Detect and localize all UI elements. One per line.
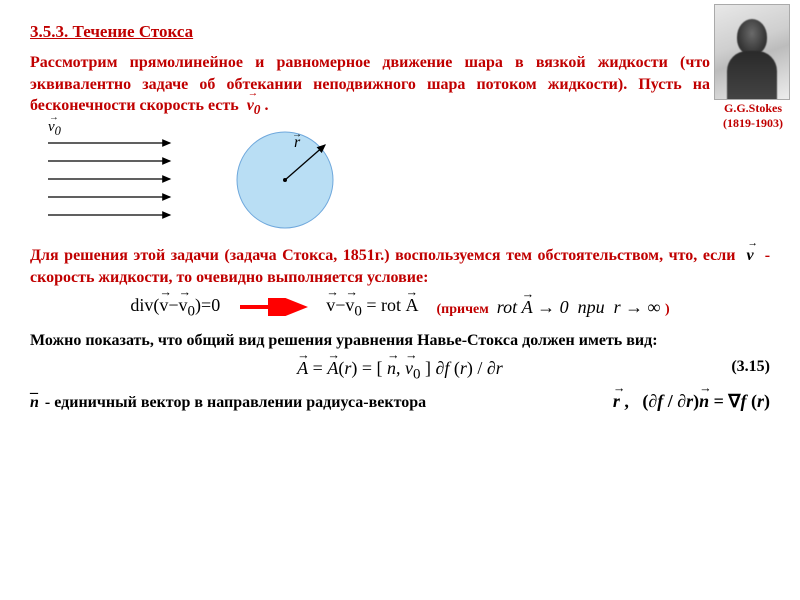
flow-diagram: v0 r →	[30, 125, 770, 235]
aside-prefix: (причем	[437, 302, 489, 317]
intro-text: Рассмотрим прямолинейное и равномерное д…	[30, 54, 710, 114]
n-unit-vector: n	[30, 392, 39, 414]
stokes-portrait: G.G.Stokes (1819-1903)	[714, 4, 792, 130]
eq1-left: div(v−v0)=0	[130, 295, 220, 321]
intro-trailer: .	[264, 97, 268, 114]
eq1-right: v−v0 = rot A	[326, 295, 418, 321]
aside: (причем rot A → 0 при r → ∞ )	[437, 297, 670, 318]
implies-arrow	[238, 298, 308, 316]
v0-symbol: v0	[247, 95, 261, 119]
para4-text: - единичный вектор в направлении радиуса…	[45, 392, 426, 414]
paragraph-2: Для решения этой задачи (задача Стокса, …	[30, 245, 770, 288]
equation-3: r , (∂f / ∂r)n = ∇f (r)	[613, 389, 770, 413]
aside-suffix: )	[665, 302, 670, 317]
paragraph-4: n - единичный вектор в направлении радиу…	[30, 389, 770, 414]
v-symbol: v	[747, 245, 754, 267]
equation-1: div(v−v0)=0 v−v0 = rot A (причем rot A →…	[30, 295, 770, 321]
equation-2: A = A(r) = [ n, v0 ] ∂f (r) / ∂r (3.15)	[30, 358, 770, 384]
intro-paragraph: Рассмотрим прямолинейное и равномерное д…	[30, 52, 710, 119]
stokes-portrait-image	[714, 4, 790, 100]
portrait-name: G.G.Stokes	[714, 102, 792, 115]
paragraph-3: Можно показать, что общий вид решения ур…	[30, 330, 770, 352]
para2-a: Для решения этой задачи (задача Стокса, …	[30, 247, 741, 264]
section-title: 3.5.3. Течение Стокса	[30, 22, 710, 42]
svg-text:→: →	[292, 129, 302, 140]
eq2-number: (3.15)	[731, 358, 770, 376]
